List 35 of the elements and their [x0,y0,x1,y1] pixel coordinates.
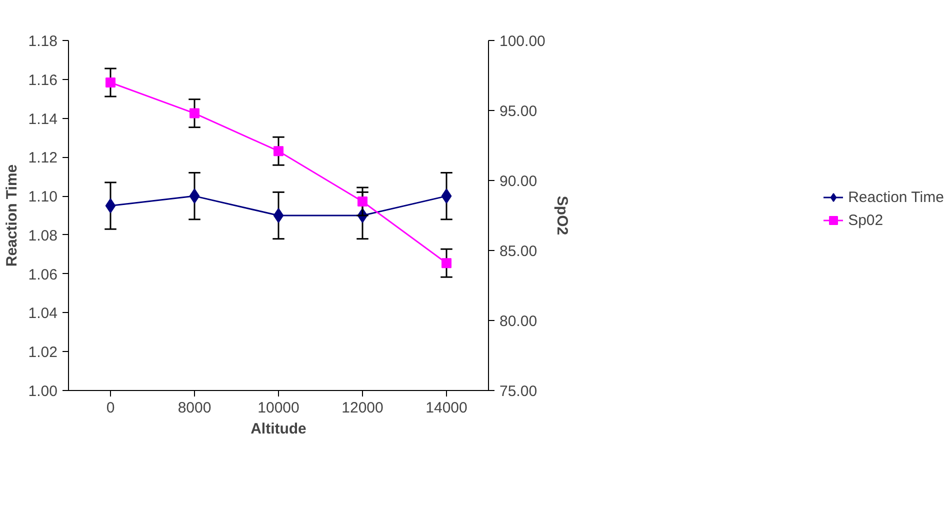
x-tick-label: 12000 [342,400,384,416]
x-tick-label: 14000 [426,400,468,416]
y2-axis-title: SpO2 [553,196,570,236]
y-tick-label: 1.06 [28,266,58,284]
point [106,78,116,88]
point [442,258,452,268]
y-axis-title: Reaction Time [3,164,20,267]
x-tick-label: 0 [106,400,115,416]
legend-label: Reaction Time [848,188,944,206]
point [105,198,116,214]
y-tick-label: 1.14 [28,110,58,128]
y-tick-label: 1.00 [28,383,58,400]
y-tick-label: 1.18 [28,33,58,50]
point [273,208,284,223]
y2-tick-label: 100.00 [500,33,546,50]
y-tick-label: 1.10 [28,188,58,206]
y2-tick-label: 80.00 [500,313,538,330]
point [190,108,200,118]
point [189,188,200,204]
legend-label: Sp02 [848,212,884,228]
y2-tick-label: 95.00 [500,103,538,120]
y2-tick-label: 85.00 [500,243,538,260]
point [274,146,284,156]
y2-tick-label: 75.00 [500,383,538,400]
y-tick-label: 1.12 [28,150,58,167]
y2-tick-label: 90.00 [500,173,538,190]
y-tick-label: 1.02 [28,344,58,362]
x-tick-label: 10000 [258,400,300,416]
y-tick-label: 1.08 [28,227,58,244]
x-axis-title: Altitude [250,420,306,438]
x-tick-label: 8000 [178,400,212,416]
point [441,188,452,204]
y-tick-label: 1.16 [28,72,58,89]
point [358,196,368,206]
y-tick-label: 1.04 [28,305,58,322]
